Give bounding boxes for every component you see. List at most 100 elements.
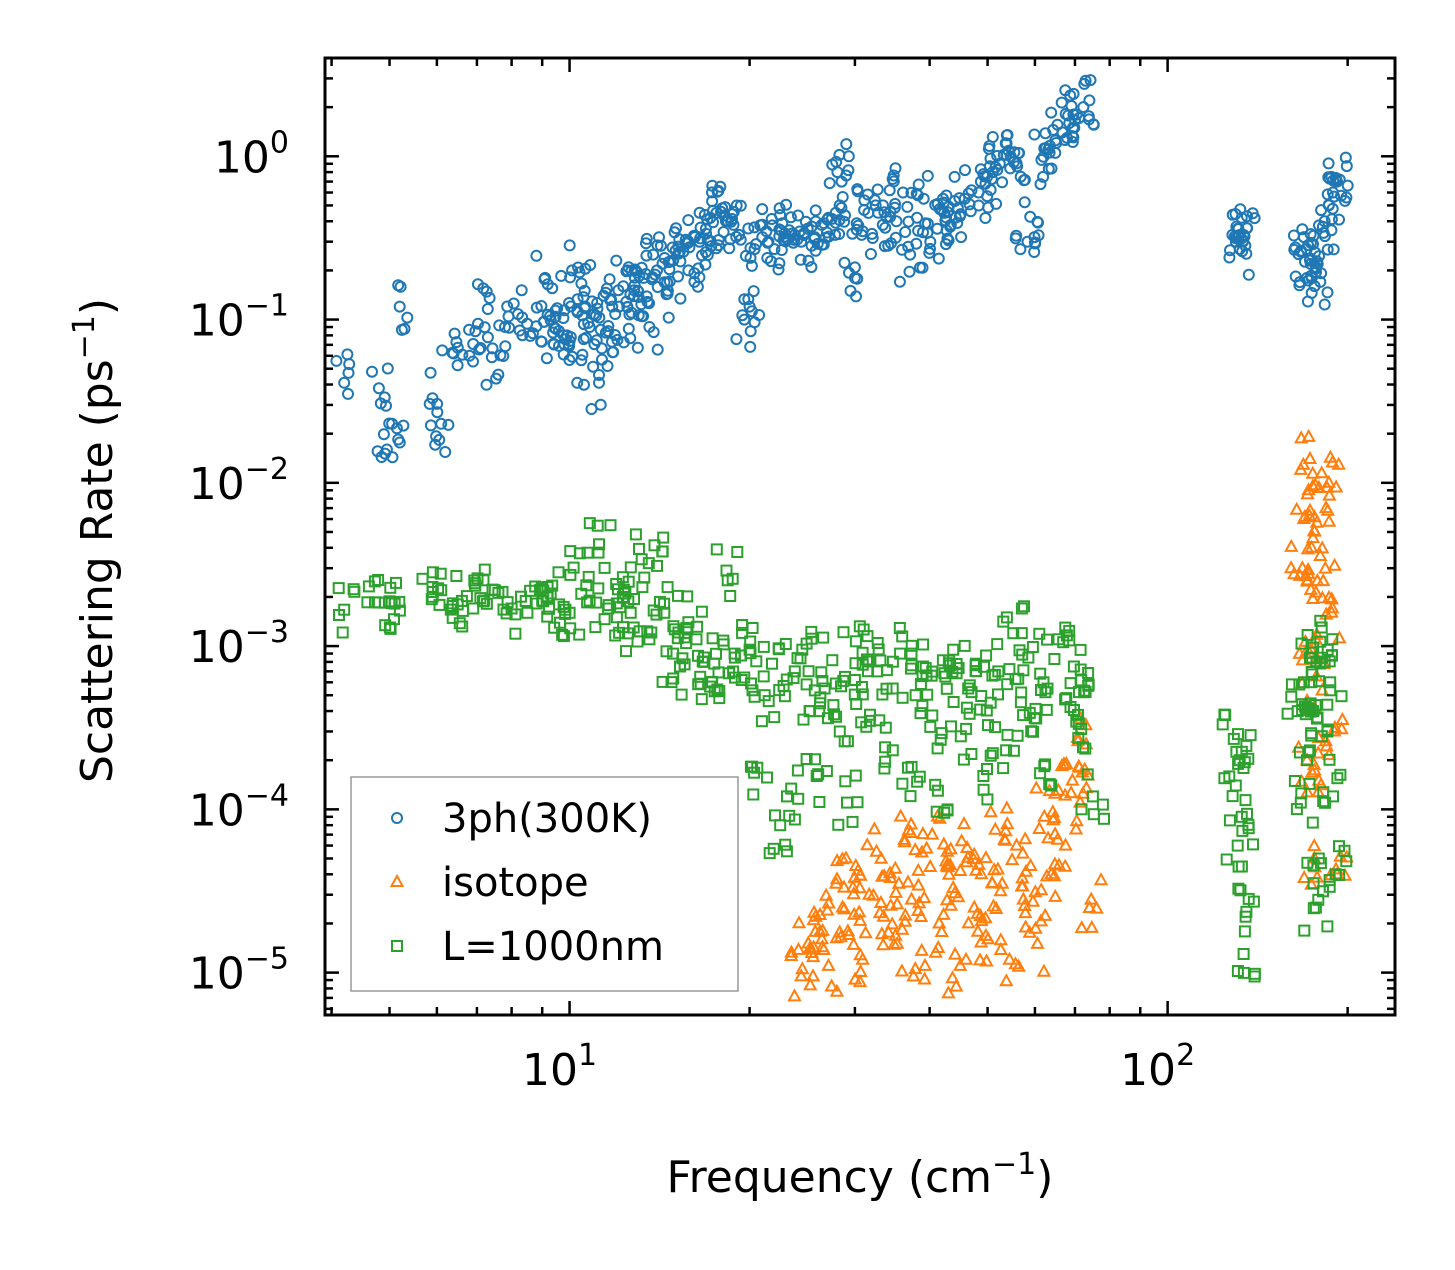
data-point xyxy=(894,963,910,977)
data-point xyxy=(886,936,902,950)
data-point xyxy=(980,649,993,662)
data-point xyxy=(425,593,438,606)
data-point xyxy=(688,229,700,242)
data-point xyxy=(824,978,839,992)
data-point xyxy=(530,249,543,262)
data-point xyxy=(696,655,709,668)
data-point xyxy=(1078,686,1091,699)
data-point xyxy=(552,566,565,579)
data-point xyxy=(1232,860,1245,873)
data-point xyxy=(1025,725,1038,738)
data-point xyxy=(957,753,970,766)
data-point xyxy=(1315,540,1330,554)
data-point xyxy=(940,224,953,237)
data-point xyxy=(1237,966,1250,979)
data-point xyxy=(889,231,902,244)
data-point xyxy=(668,623,681,636)
data-point xyxy=(745,259,758,272)
data-point xyxy=(589,621,602,634)
data-point xyxy=(1004,852,1020,866)
data-point xyxy=(769,809,781,822)
data-point xyxy=(635,298,648,311)
data-point xyxy=(397,419,410,432)
data-point xyxy=(1059,84,1072,97)
data-point xyxy=(1307,877,1320,890)
data-point xyxy=(564,300,577,313)
data-point xyxy=(917,638,930,651)
data-point xyxy=(1323,874,1336,887)
data-point xyxy=(792,209,804,222)
data-point xyxy=(787,672,800,685)
data-point xyxy=(521,606,534,619)
data-point xyxy=(635,553,648,566)
data-point xyxy=(833,929,848,943)
data-point xyxy=(788,233,801,246)
data-point xyxy=(1004,162,1017,175)
data-point xyxy=(692,678,705,691)
data-point xyxy=(969,657,982,670)
data-point xyxy=(444,603,457,616)
data-point xyxy=(1007,744,1020,757)
data-point xyxy=(592,582,605,595)
data-point xyxy=(993,883,1008,897)
data-point xyxy=(499,340,512,353)
data-point xyxy=(342,366,355,379)
data-point xyxy=(1223,814,1236,827)
data-point xyxy=(838,256,851,269)
data-point xyxy=(761,236,774,249)
data-point xyxy=(1333,173,1346,186)
data-point xyxy=(717,226,730,238)
data-point xyxy=(593,311,606,324)
data-point xyxy=(935,727,948,740)
data-point xyxy=(1231,839,1244,852)
data-point xyxy=(1041,682,1054,695)
data-point xyxy=(1302,450,1318,464)
data-point xyxy=(805,625,818,638)
data-point xyxy=(1307,838,1322,852)
data-point xyxy=(762,695,775,708)
data-point xyxy=(848,688,861,701)
data-point xyxy=(672,270,684,283)
data-point xyxy=(924,242,936,255)
data-point xyxy=(496,585,509,598)
data-point xyxy=(747,285,760,298)
data-point xyxy=(844,284,857,297)
data-point xyxy=(676,652,689,665)
data-point xyxy=(899,226,912,238)
data-point xyxy=(463,323,476,336)
data-point xyxy=(658,597,671,610)
data-point xyxy=(1079,742,1092,755)
data-point xyxy=(974,866,989,880)
data-point xyxy=(1075,674,1088,687)
data-point xyxy=(856,688,869,701)
data-point xyxy=(1308,584,1324,598)
data-point xyxy=(1322,487,1337,501)
data-point xyxy=(978,910,993,924)
data-point xyxy=(682,214,695,227)
data-point xyxy=(1014,878,1029,892)
data-point xyxy=(983,140,996,152)
data-point xyxy=(1024,210,1037,223)
data-point xyxy=(1081,768,1094,781)
data-point xyxy=(1032,216,1044,229)
data-point xyxy=(787,988,802,1002)
data-point xyxy=(1220,853,1233,866)
data-point xyxy=(372,574,385,586)
data-point xyxy=(647,248,660,261)
data-point xyxy=(580,579,593,592)
data-point xyxy=(620,645,632,658)
data-point xyxy=(814,697,826,710)
data-point xyxy=(991,638,1004,651)
data-point xyxy=(849,635,862,648)
data-point xyxy=(893,808,908,822)
data-point xyxy=(705,240,718,253)
data-point xyxy=(1323,655,1336,668)
data-point xyxy=(736,309,749,322)
data-point xyxy=(1041,633,1053,646)
data-point xyxy=(1039,868,1055,882)
y-tick-base: 10 xyxy=(214,132,270,183)
data-point xyxy=(1292,248,1305,261)
data-point xyxy=(876,688,889,701)
data-point xyxy=(879,741,892,754)
data-point xyxy=(332,582,345,595)
